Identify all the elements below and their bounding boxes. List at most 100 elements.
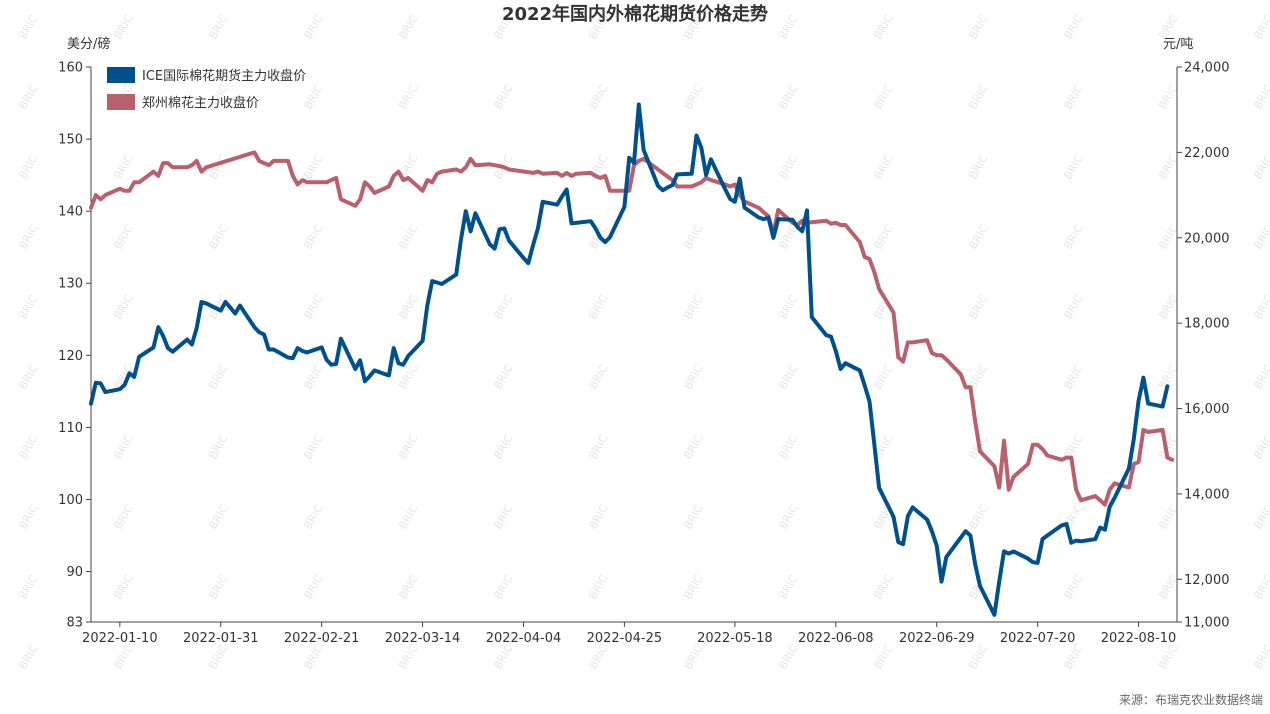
watermark-text: BRIC	[966, 292, 990, 321]
x-tick-label: 2022-03-14	[385, 631, 461, 646]
watermark-text: BRIC	[111, 222, 135, 251]
watermark-text: BRIC	[16, 642, 40, 671]
watermark-text: BRIC	[586, 572, 610, 601]
watermark-text: BRIC	[301, 502, 325, 531]
left-tick-label: 140	[58, 205, 83, 220]
legend-swatch-zce[interactable]	[107, 94, 135, 110]
right-tick-label: 20,000	[1184, 231, 1230, 246]
watermark-text: BRIC	[396, 362, 420, 391]
left-tick-label: 130	[58, 277, 83, 292]
legend-label-zce[interactable]: 郑州棉花主力收盘价	[142, 95, 259, 111]
watermark-text: BRIC	[681, 292, 705, 321]
watermark-text: BRIC	[491, 362, 515, 391]
x-tick-label: 2022-04-04	[486, 631, 562, 646]
source-note: 来源：布瑞克农业数据终端	[1119, 692, 1263, 707]
watermark-text: BRIC	[301, 292, 325, 321]
watermark-text: BRIC	[586, 82, 610, 111]
watermark-text: BRIC	[396, 222, 420, 251]
watermark-text: BRIC	[1251, 432, 1270, 461]
watermark-text: BRIC	[491, 502, 515, 531]
watermark-text: BRIC	[206, 572, 230, 601]
right-tick-label: 12,000	[1184, 573, 1230, 588]
watermark-text: BRIC	[681, 572, 705, 601]
right-tick-label: 16,000	[1184, 402, 1230, 417]
left-tick-label: 100	[58, 493, 83, 508]
watermark-layer: BRIC BRIC BRIC BRIC BRIC BRIC BRIC BRIC BRIC BRIC…	[16, 12, 1270, 671]
watermark-text: BRIC	[396, 502, 420, 531]
watermark-text: BRIC	[776, 572, 800, 601]
x-tick-label: 2022-06-08	[798, 631, 874, 646]
axes: 83 90 100 110 120 130 140 150 160 11,000 12,000 14,…	[58, 61, 1229, 647]
x-tick-label: 2022-01-31	[183, 631, 259, 646]
legend-swatch-ice[interactable]	[107, 67, 135, 83]
legend[interactable]: ICE国际棉花期货主力收盘价 郑州棉花主力收盘价	[107, 67, 306, 111]
watermark-text: BRIC	[301, 362, 325, 391]
x-tick-label: 2022-02-21	[284, 631, 360, 646]
watermark-text: BRIC	[1251, 12, 1270, 41]
watermark-text: BRIC	[966, 642, 990, 671]
watermark-text: BRIC	[776, 82, 800, 111]
watermark-text: BRIC	[681, 222, 705, 251]
watermark-text: BRIC	[111, 432, 135, 461]
left-tick-label: 150	[58, 133, 83, 148]
watermark-text: BRIC	[871, 152, 895, 181]
watermark-text: BRIC	[586, 642, 610, 671]
watermark-text: BRIC	[206, 502, 230, 531]
watermark-text: BRIC	[1251, 642, 1270, 671]
left-tick-label: 160	[58, 61, 83, 76]
watermark-text: BRIC	[871, 222, 895, 251]
watermark-text: BRIC	[681, 502, 705, 531]
watermark-text: BRIC	[1251, 292, 1270, 321]
watermark-text: BRIC	[206, 12, 230, 41]
watermark-text: BRIC	[16, 432, 40, 461]
watermark-text: BRIC	[111, 12, 135, 41]
left-tick-label: 90	[66, 565, 83, 580]
watermark-text: BRIC	[16, 572, 40, 601]
left-tick-label: 83	[66, 616, 83, 631]
right-tick-label: 18,000	[1184, 317, 1230, 332]
watermark-text: BRIC	[491, 82, 515, 111]
watermark-text: BRIC	[776, 152, 800, 181]
watermark-text: BRIC	[1251, 572, 1270, 601]
watermark-text: BRIC	[776, 502, 800, 531]
watermark-text: BRIC	[301, 82, 325, 111]
legend-label-ice[interactable]: ICE国际棉花期货主力收盘价	[142, 68, 306, 84]
right-axis-unit: 元/吨	[1163, 37, 1193, 52]
watermark-text: BRIC	[681, 362, 705, 391]
watermark-text: BRIC	[1251, 502, 1270, 531]
watermark-text: BRIC	[396, 292, 420, 321]
watermark-text: BRIC	[1061, 572, 1085, 601]
watermark-text: BRIC	[491, 642, 515, 671]
x-tick-label: 2022-04-25	[587, 631, 663, 646]
watermark-text: BRIC	[301, 642, 325, 671]
watermark-text: BRIC	[586, 362, 610, 391]
watermark-text: BRIC	[1061, 152, 1085, 181]
watermark-text: BRIC	[871, 12, 895, 41]
watermark-text: BRIC	[586, 292, 610, 321]
watermark-text: BRIC	[1251, 362, 1270, 391]
watermark-text: BRIC	[206, 642, 230, 671]
right-tick-label: 22,000	[1184, 146, 1230, 161]
left-tick-label: 120	[58, 349, 83, 364]
watermark-text: BRIC	[1061, 362, 1085, 391]
watermark-text: BRIC	[776, 362, 800, 391]
watermark-text: BRIC	[1061, 642, 1085, 671]
watermark-text: BRIC	[111, 642, 135, 671]
watermark-text: BRIC	[586, 502, 610, 531]
watermark-text: BRIC	[776, 642, 800, 671]
watermark-text: BRIC	[396, 82, 420, 111]
watermark-text: BRIC	[206, 362, 230, 391]
right-tick-label: 11,000	[1184, 616, 1230, 631]
x-tick-label: 2022-05-18	[697, 631, 773, 646]
watermark-text: BRIC	[1061, 502, 1085, 531]
watermark-text: BRIC	[1061, 292, 1085, 321]
watermark-text: BRIC	[206, 222, 230, 251]
watermark-text: BRIC	[1061, 222, 1085, 251]
x-tick-label: 2022-07-20	[1000, 631, 1076, 646]
watermark-text: BRIC	[396, 642, 420, 671]
watermark-text: BRIC	[396, 572, 420, 601]
watermark-text: BRIC	[1251, 152, 1270, 181]
watermark-text: BRIC	[1251, 222, 1270, 251]
series-line-zce	[89, 150, 1175, 507]
